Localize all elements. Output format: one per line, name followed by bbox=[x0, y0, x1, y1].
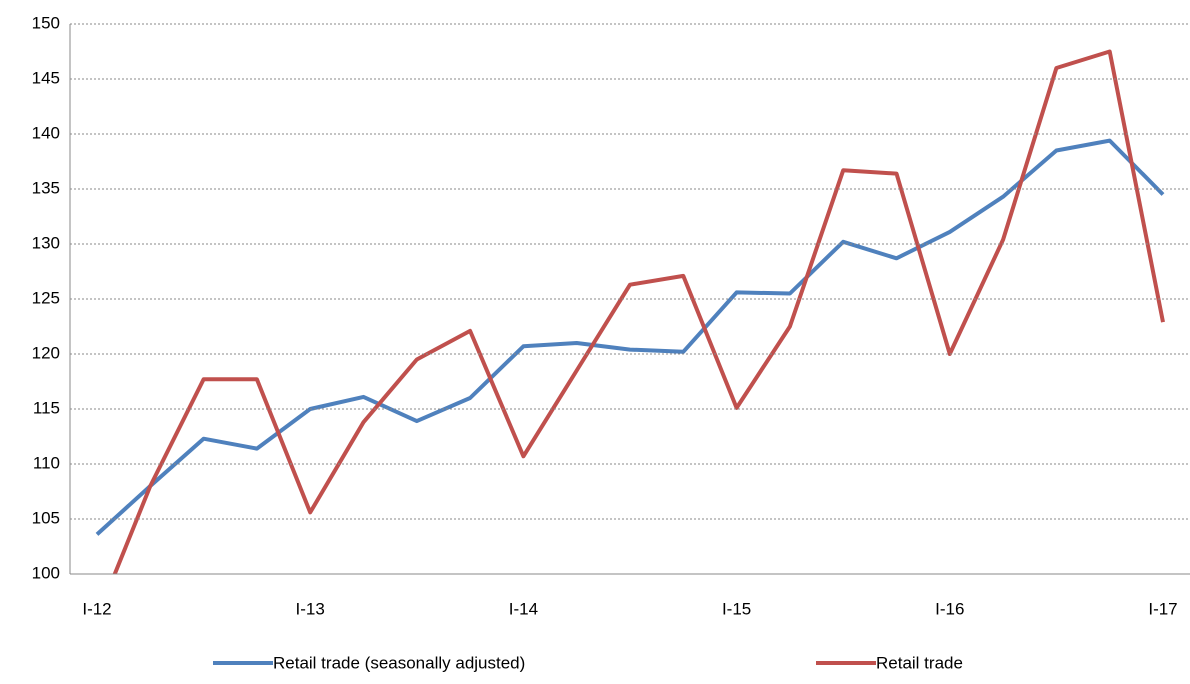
y-tick-label: 110 bbox=[33, 453, 60, 472]
x-tick-label: I-17 bbox=[1148, 599, 1177, 618]
plot-area bbox=[95, 49, 1165, 574]
series-line bbox=[95, 138, 1165, 536]
y-tick-label: 100 bbox=[32, 563, 60, 582]
y-tick-label: 130 bbox=[32, 233, 60, 252]
x-tick-label: I-15 bbox=[722, 599, 751, 618]
y-tick-label: 120 bbox=[32, 343, 60, 362]
x-tick-label: I-16 bbox=[935, 599, 964, 618]
x-tick-label: I-13 bbox=[296, 599, 325, 618]
y-tick-label: 135 bbox=[32, 178, 60, 197]
y-tick-label: 115 bbox=[33, 398, 60, 417]
y-tick-label: 125 bbox=[32, 288, 60, 307]
y-tick-label: 145 bbox=[32, 68, 60, 87]
x-tick-label: I-14 bbox=[509, 599, 538, 618]
y-tick-label: 140 bbox=[32, 123, 60, 142]
y-tick-label: 105 bbox=[32, 508, 60, 527]
legend-label: Retail trade bbox=[876, 653, 963, 672]
legend-label: Retail trade (seasonally adjusted) bbox=[273, 653, 525, 672]
x-tick-label: I-12 bbox=[82, 599, 111, 618]
y-tick-label: 150 bbox=[32, 13, 60, 32]
series-line bbox=[112, 49, 1165, 574]
